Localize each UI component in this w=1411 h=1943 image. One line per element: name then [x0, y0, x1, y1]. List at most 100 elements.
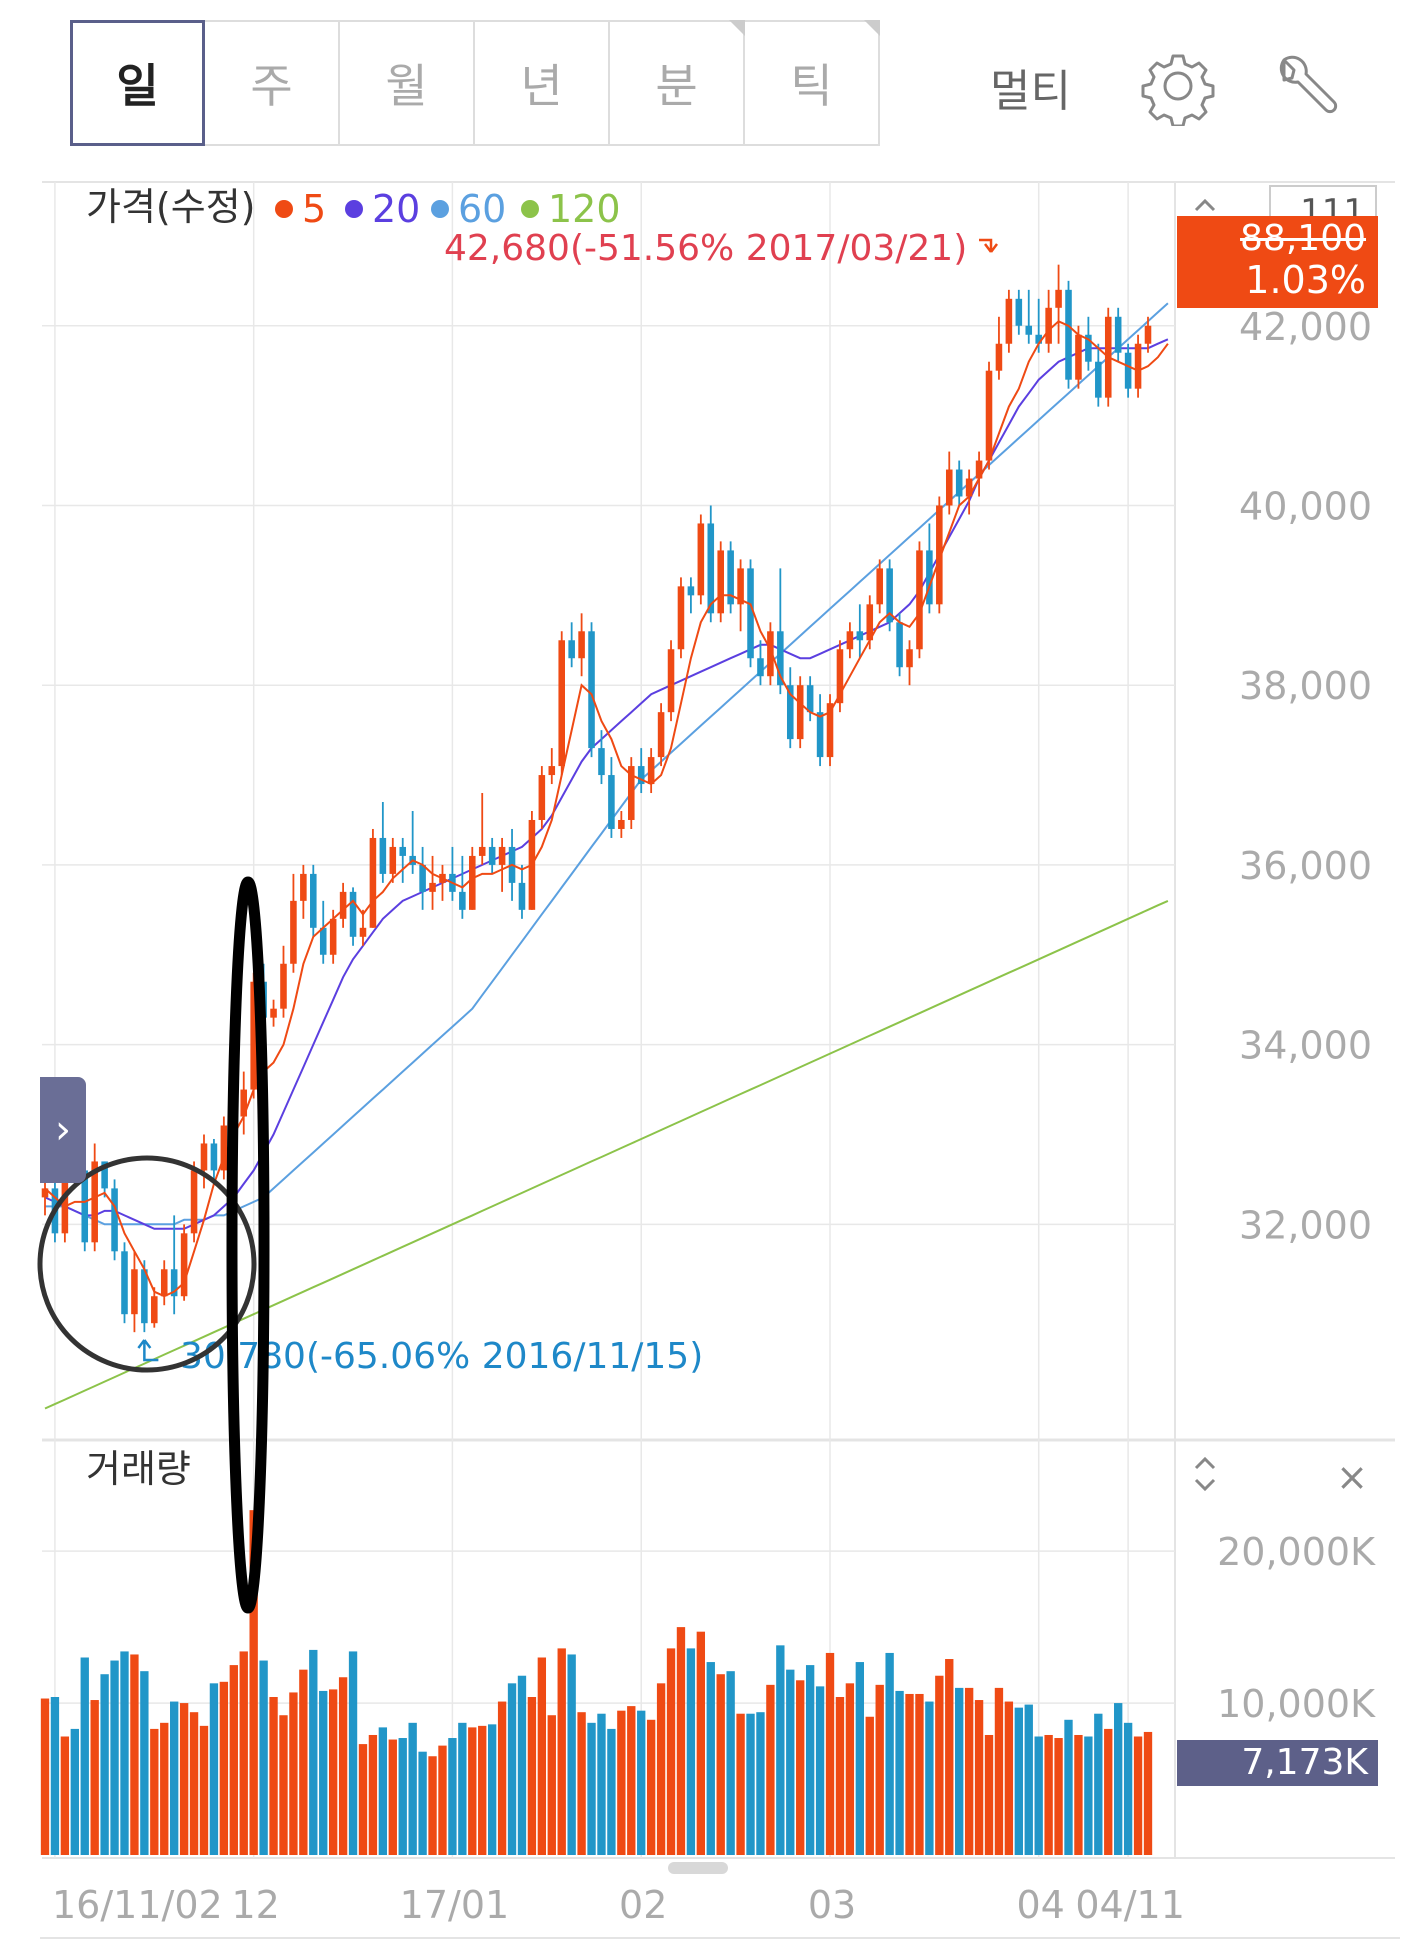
- candle-body: [1005, 298, 1013, 344]
- candle-body: [707, 523, 715, 614]
- price-tick-label: 38,000: [1239, 664, 1372, 708]
- tab-1[interactable]: 주: [205, 20, 340, 146]
- volume-bar: [984, 1734, 994, 1855]
- high-annotation: 42,680(-51.56% 2017/03/21): [444, 228, 967, 269]
- volume-bar: [468, 1727, 477, 1855]
- candle-body: [379, 837, 387, 874]
- scroll-handle[interactable]: [668, 1862, 728, 1874]
- volume-bar: [557, 1648, 566, 1855]
- candle-body: [91, 1161, 98, 1243]
- candle-body: [995, 343, 1003, 371]
- close-icon: ×: [1336, 1455, 1368, 1499]
- volume-bar: [955, 1687, 964, 1855]
- volume-bar: [567, 1654, 576, 1855]
- annotation-ellipse: [226, 876, 270, 1614]
- candle-body: [896, 622, 903, 668]
- candle-body: [796, 685, 804, 740]
- volume-bar: [637, 1710, 646, 1855]
- candle-body: [1025, 325, 1033, 335]
- volume-bar: [964, 1687, 974, 1855]
- volume-bar: [388, 1739, 397, 1855]
- volume-bar: [348, 1651, 358, 1855]
- ma-legend-dot: [431, 200, 449, 218]
- candle-body: [1144, 325, 1152, 344]
- volume-bar: [189, 1712, 199, 1855]
- candle-body: [1015, 298, 1023, 326]
- candle-body: [488, 846, 496, 865]
- volume-bar: [378, 1727, 388, 1855]
- volume-bar: [676, 1627, 686, 1855]
- volume-bar: [40, 1698, 50, 1855]
- volume-bar: [1024, 1704, 1033, 1855]
- candle-body: [1114, 316, 1122, 353]
- candle-body: [121, 1251, 128, 1315]
- x-tick-label: 12: [231, 1883, 279, 1927]
- candle-body: [160, 1269, 168, 1297]
- volume-bar: [438, 1745, 447, 1855]
- candle-body: [1134, 343, 1142, 389]
- volume-bar: [309, 1649, 318, 1855]
- candle-body: [916, 550, 923, 650]
- candle-body: [478, 846, 486, 856]
- volume-bar: [945, 1659, 954, 1855]
- candle-body: [389, 846, 397, 874]
- candle-body: [578, 631, 585, 659]
- candle-body: [429, 882, 436, 892]
- volume-bar: [1123, 1722, 1133, 1855]
- price-tick-label: 34,000: [1239, 1024, 1372, 1068]
- candle-body: [1075, 334, 1082, 380]
- candle-body: [618, 819, 625, 829]
- candle-body: [399, 846, 407, 856]
- candle-body: [1065, 289, 1072, 380]
- tab-0[interactable]: 일: [70, 20, 205, 146]
- volume-bar: [70, 1728, 79, 1855]
- volume-bar: [885, 1652, 894, 1855]
- candle-body: [926, 550, 933, 605]
- candle-body: [955, 469, 963, 497]
- volume-bar: [974, 1700, 984, 1855]
- volume-bar: [796, 1680, 805, 1855]
- panel-expand-handle[interactable]: ›: [40, 1077, 86, 1183]
- tab-5[interactable]: 틱: [745, 20, 880, 146]
- volume-bar: [448, 1738, 457, 1855]
- x-tick-label: 02: [619, 1883, 667, 1927]
- volume-bar: [706, 1662, 715, 1855]
- candle-body: [975, 460, 983, 479]
- submenu-corner-icon: [729, 20, 745, 36]
- annotation-circle: [37, 1155, 257, 1373]
- ma-legend-label: 60: [458, 187, 506, 231]
- volume-bar: [60, 1736, 70, 1855]
- volume-bar: [299, 1669, 308, 1855]
- volume-bar: [537, 1657, 547, 1855]
- volume-bar: [746, 1713, 755, 1855]
- volume-bar: [915, 1693, 924, 1855]
- candle-body: [220, 1125, 228, 1171]
- volume-bar: [1133, 1736, 1143, 1855]
- candle-body: [548, 766, 556, 776]
- volume-bar: [925, 1701, 934, 1855]
- volume-bar: [259, 1660, 268, 1855]
- tab-4[interactable]: 분: [610, 20, 745, 146]
- volume-bar: [368, 1734, 378, 1855]
- wrench-icon[interactable]: [1268, 46, 1348, 126]
- tab-2[interactable]: 월: [340, 20, 475, 146]
- volume-bar: [776, 1645, 785, 1855]
- volume-bar: [90, 1700, 99, 1855]
- candle-body: [786, 685, 794, 740]
- gear-icon[interactable]: [1138, 46, 1218, 128]
- candle-body: [558, 640, 565, 767]
- volume-bar: [1074, 1734, 1083, 1855]
- candle-body: [687, 586, 695, 596]
- volume-bar: [736, 1713, 745, 1855]
- volume-bar: [289, 1692, 298, 1855]
- current-price-badge: 88,100 1.03%: [1177, 216, 1378, 308]
- ma-legend-label: 5: [302, 187, 326, 231]
- tab-3[interactable]: 년: [475, 20, 610, 146]
- candle-body: [657, 712, 665, 758]
- price-tick-label: 32,000: [1239, 1203, 1372, 1247]
- volume-bar: [825, 1652, 835, 1855]
- candle-body: [647, 757, 655, 785]
- volume-bar: [845, 1683, 855, 1855]
- multi-button[interactable]: 멀티: [990, 66, 1071, 117]
- current-price: 88,100: [1240, 218, 1366, 259]
